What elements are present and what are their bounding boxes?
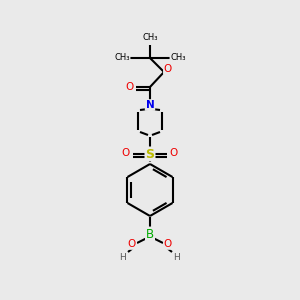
Text: H: H [120, 254, 126, 262]
Text: N: N [146, 100, 154, 110]
Text: B: B [146, 227, 154, 241]
Text: O: O [164, 64, 172, 74]
Text: H: H [174, 254, 180, 262]
Text: O: O [170, 148, 178, 158]
Text: O: O [128, 239, 136, 249]
Text: S: S [146, 148, 154, 160]
Text: CH₃: CH₃ [170, 53, 186, 62]
Text: O: O [164, 239, 172, 249]
Text: CH₃: CH₃ [114, 53, 130, 62]
Text: CH₃: CH₃ [142, 34, 158, 43]
Text: O: O [126, 82, 134, 92]
Text: O: O [122, 148, 130, 158]
